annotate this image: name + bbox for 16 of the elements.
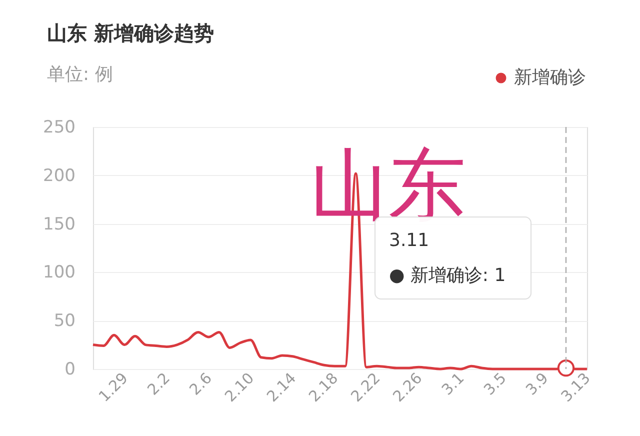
chart-title: 山东 新增确诊趋势	[47, 21, 214, 45]
y-tick-label: 50	[54, 311, 76, 332]
chart-subtitle: 单位: 例	[47, 64, 113, 85]
x-tick-label: 3.9	[522, 369, 552, 399]
x-tick-label: 2.6	[186, 369, 216, 399]
y-tick-label: 100	[43, 262, 76, 283]
legend-label: 新增确诊	[514, 67, 586, 88]
y-tick-label: 200	[43, 166, 76, 186]
x-tick-label: 3.5	[480, 369, 510, 399]
y-tick-label: 150	[43, 214, 76, 234]
y-tick-label: 250	[43, 118, 76, 138]
y-tick-label: 0	[64, 360, 76, 380]
x-tick-label: 3.1	[438, 369, 468, 399]
annotation: 3.11	[389, 230, 430, 251]
x-tick-label: 2.2	[144, 369, 174, 399]
annotation: ● 新增确诊: 1	[389, 265, 506, 286]
